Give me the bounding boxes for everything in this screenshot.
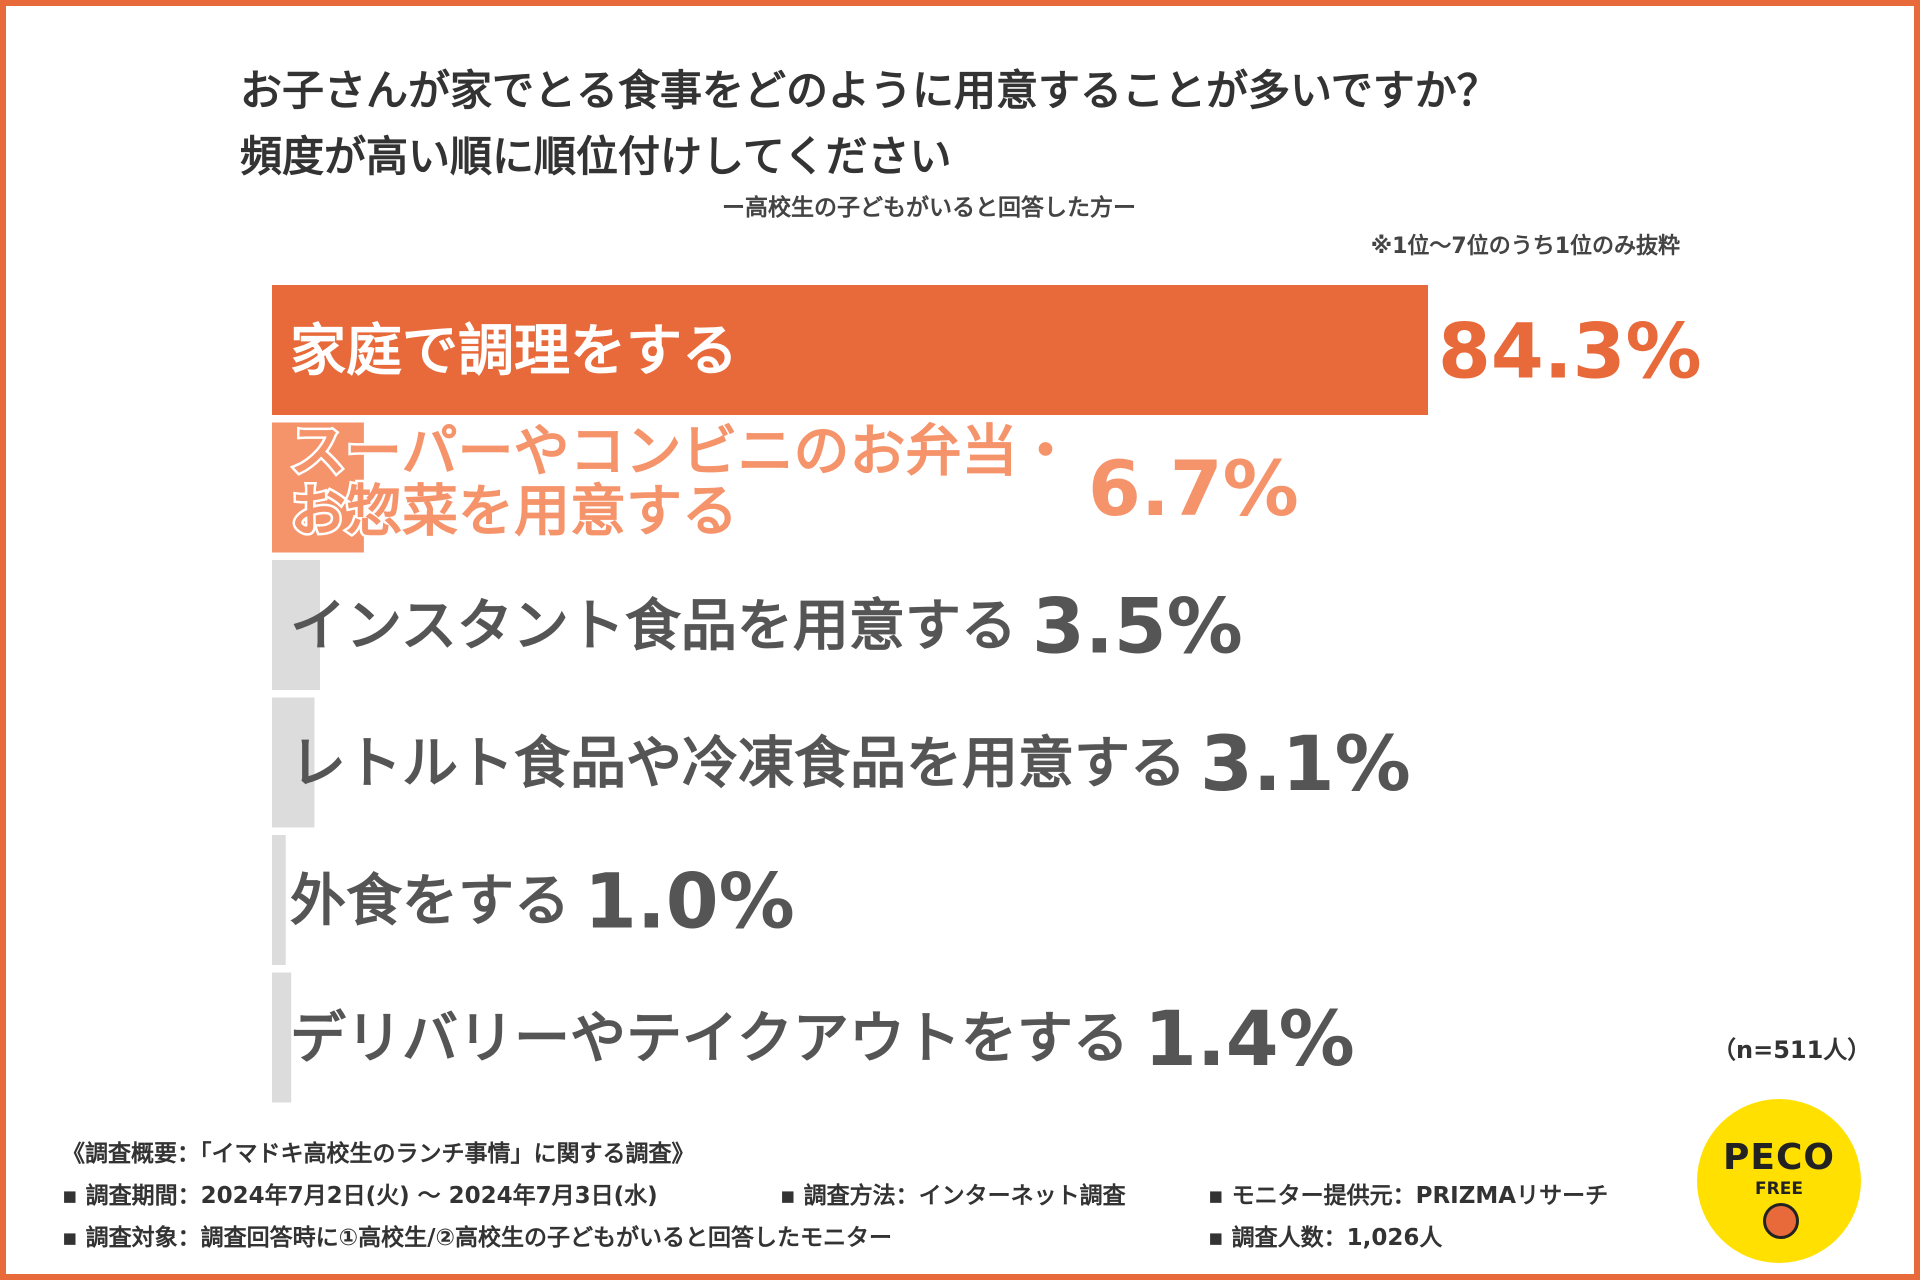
title-line-1: お子さんが家でとる食事をどのように用意することが多いですか？	[240, 66, 1499, 115]
title-line-2: 頻度が高い順に順位付けしてください	[240, 132, 952, 181]
sample-size-label: （n=511人）	[1712, 1036, 1872, 1064]
chart-note: ※1位〜7位のうち1位のみ抜粋	[1370, 234, 1680, 259]
survey-count: ▪ 調査人数：1,026人	[1208, 1225, 1443, 1251]
bar-label-3: インスタント食品を用意する	[290, 594, 1017, 659]
logo-tongue-icon	[1763, 1203, 1799, 1239]
bar-label-4: レトルト食品や冷凍食品を用意する	[290, 732, 1186, 797]
bar-value-5: 1.0%	[584, 856, 795, 945]
bar-label-2-line-2: お惣菜を用意する	[290, 480, 738, 545]
bar-4	[272, 697, 315, 828]
logo-text-peco: PECO	[1723, 1137, 1835, 1178]
bar-label-2-line-1: スーパーやコンビニのお弁当・	[290, 420, 1073, 485]
bar-value-4: 3.1%	[1200, 719, 1411, 808]
bar-1	[272, 285, 1428, 415]
bar-value-1: 84.3%	[1438, 306, 1702, 395]
survey-period: ▪ 調査期間：2024年7月2日(火) 〜 2024年7月3日(水)	[62, 1183, 658, 1209]
survey-method: ▪ 調査方法：インターネット調査	[780, 1183, 1126, 1209]
bar-2	[272, 422, 364, 553]
bar-label-6: デリバリーやテイクアウトをする	[290, 1007, 1129, 1072]
bar-value-2: 6.7%	[1088, 444, 1299, 533]
bar-5	[272, 835, 286, 965]
survey-provider: ▪ モニター提供元：PRIZMAリサーチ	[1208, 1183, 1609, 1209]
bar-value-6: 1.4%	[1144, 994, 1355, 1083]
chart-subtitle: ー高校生の子どもがいると回答した方ー	[722, 195, 1136, 221]
bar-value-3: 3.5%	[1032, 581, 1243, 670]
bar-3	[272, 560, 320, 690]
peco-free-logo: PECO FREE	[1697, 1099, 1861, 1263]
logo-text-free: FREE	[1755, 1179, 1803, 1199]
survey-heading: 《調査概要：「イマドキ高校生のランチ事情」に関する調査》	[62, 1141, 695, 1167]
bar-label-1: 家庭で調理をする	[290, 319, 738, 384]
chart-title: お子さんが家でとる食事をどのように用意することが多いですか？ 頻度が高い順に順位…	[240, 58, 1499, 190]
bar-6	[272, 972, 292, 1103]
survey-target: ▪ 調査対象：調査回答時に①高校生/②高校生の子どもがいると回答したモニター	[62, 1225, 892, 1251]
bar-label-5: 外食をする	[290, 869, 570, 934]
